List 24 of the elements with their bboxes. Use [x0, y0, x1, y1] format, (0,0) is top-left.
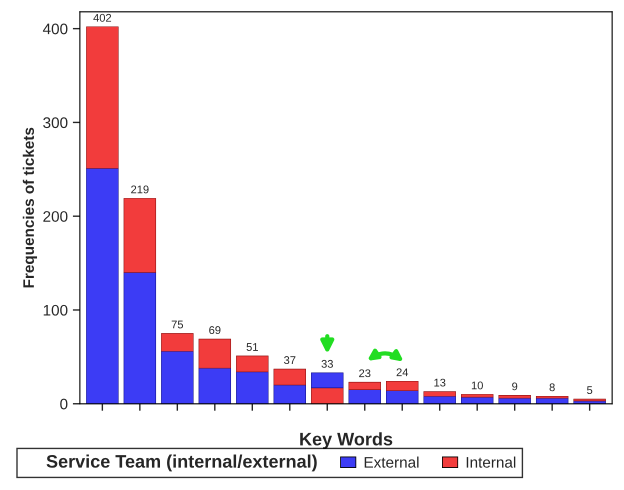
total-label: 69 — [209, 326, 220, 334]
total-label: 33 — [322, 360, 333, 368]
total-label: 51 — [246, 343, 258, 351]
total-label: 24 — [396, 368, 408, 376]
total-label: 5 — [587, 386, 592, 394]
legend-label: External — [364, 456, 418, 468]
total-label: 10 — [472, 382, 483, 390]
total-label: 75 — [172, 320, 184, 328]
total-label: 23 — [359, 369, 370, 378]
total-label: 8 — [550, 383, 555, 392]
legend-title: Service Team (internal/external) — [46, 454, 317, 472]
total-label: 13 — [434, 378, 446, 387]
x-axis-title: Key Words — [300, 432, 392, 450]
total-label: 37 — [284, 356, 296, 364]
total-label: 402 — [93, 14, 112, 22]
legend-label: Internal — [466, 456, 516, 468]
y-tick-label: 300 — [43, 117, 68, 128]
y-tick-label: 400 — [42, 24, 68, 34]
total-label: 9 — [512, 382, 518, 390]
y-tick-label: 0 — [60, 398, 68, 410]
total-label: 219 — [131, 186, 149, 194]
y-tick-label: 100 — [44, 304, 68, 316]
y-axis-title: Frequencies of tickets — [22, 128, 38, 288]
y-tick-label: 200 — [43, 211, 68, 222]
